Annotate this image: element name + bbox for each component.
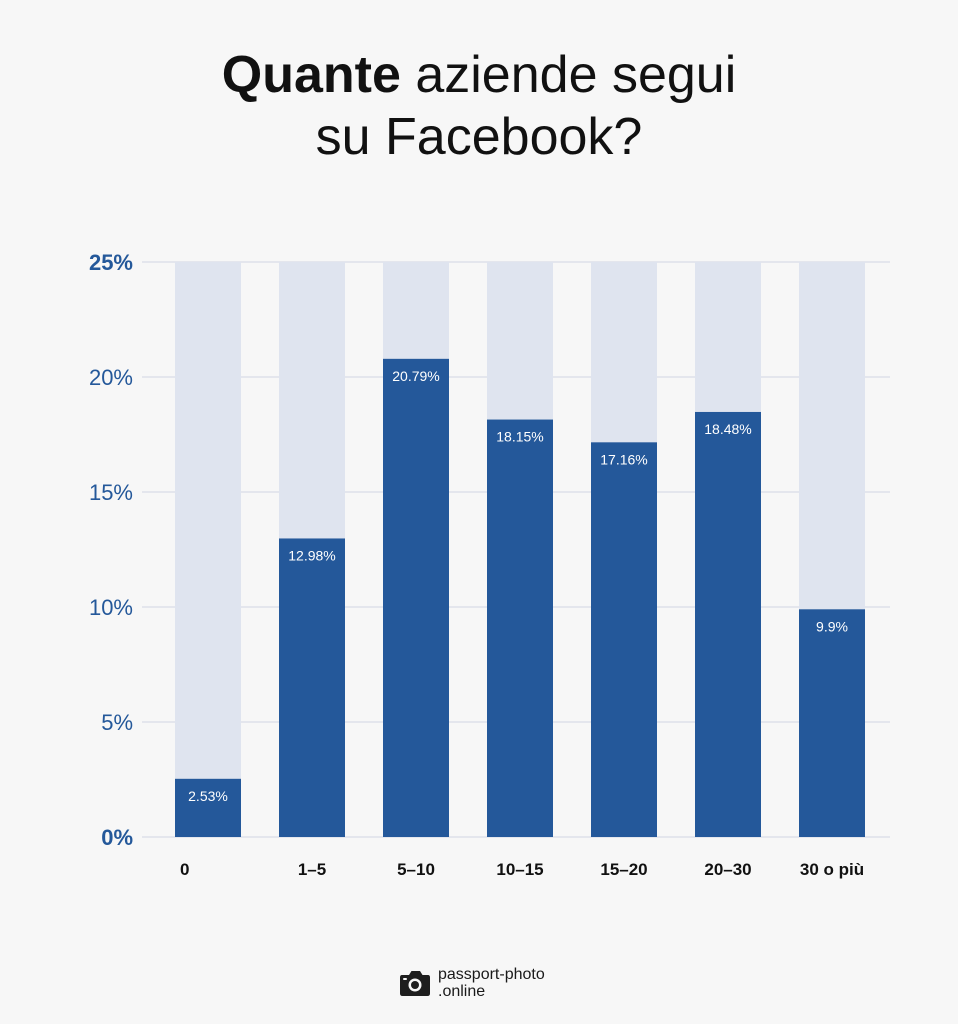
brand-name: passport-photo .online — [438, 966, 545, 1000]
x-axis-ticks: 0 1–5 5–10 10–15 15–20 20–30 30 o più — [180, 860, 864, 879]
title-line1-rest: aziende segui — [400, 46, 737, 104]
y-tick-label: 0% — [101, 825, 133, 850]
bar-chart: 0% 5% 10% 15% 20% 25% 2.53% 12.98% 20.79% 18.15%… — [89, 250, 890, 879]
y-tick-label: 10% — [89, 595, 133, 620]
brand-footer: passport-photo .online — [398, 966, 545, 1000]
y-tick-label: 20% — [89, 365, 133, 390]
value-label: 18.48% — [704, 421, 751, 437]
bars — [175, 358, 865, 837]
camera-icon — [400, 971, 430, 996]
category-label: 0 — [180, 860, 189, 879]
value-label: 17.16% — [600, 451, 647, 467]
bar — [487, 419, 553, 837]
value-label: 12.98% — [288, 547, 335, 563]
bar — [279, 538, 345, 837]
bar — [695, 411, 761, 837]
value-labels: 2.53% 12.98% 20.79% 18.15% 17.16% 18.48% 9.9% — [188, 368, 848, 804]
y-tick-label: 25% — [89, 250, 133, 275]
category-label: 30 o più — [800, 860, 864, 879]
bar — [591, 442, 657, 837]
y-tick-label: 15% — [89, 480, 133, 505]
value-label: 2.53% — [188, 788, 228, 804]
value-label: 18.15% — [496, 429, 543, 445]
value-label: 9.9% — [816, 618, 848, 634]
y-tick-label: 5% — [101, 710, 133, 735]
category-label: 20–30 — [704, 860, 751, 879]
value-label: 20.79% — [392, 368, 439, 384]
category-label: 10–15 — [496, 860, 543, 879]
brand-line1: passport-photo — [438, 966, 545, 983]
y-axis-ticks: 0% 5% 10% 15% 20% 25% — [89, 250, 133, 850]
bar — [175, 778, 241, 837]
bar — [383, 358, 449, 837]
bar — [799, 609, 865, 837]
category-label: 1–5 — [298, 860, 326, 879]
category-label: 5–10 — [397, 860, 435, 879]
title-line2: su Facebook? — [315, 108, 643, 166]
brand-line2: .online — [438, 983, 486, 1000]
title-bold-word: Quante — [221, 46, 401, 104]
bar-track — [175, 262, 241, 837]
category-label: 15–20 — [600, 860, 647, 879]
chart-title: Quante aziende segui su Facebook? — [0, 44, 958, 168]
